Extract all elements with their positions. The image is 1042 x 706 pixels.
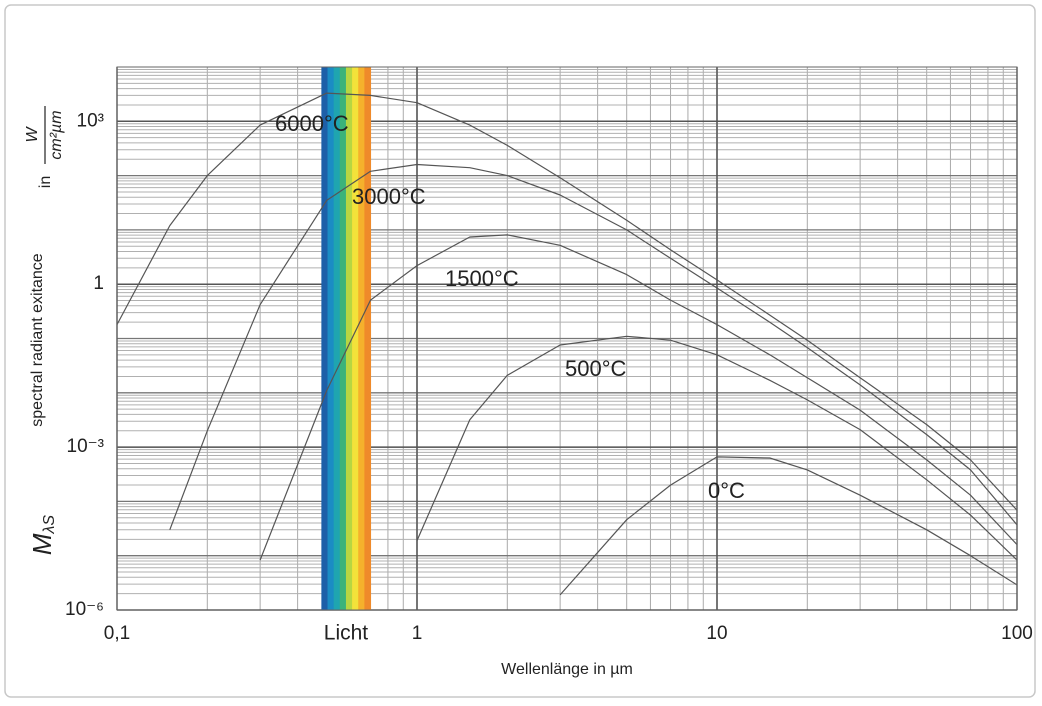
y-tick-label: 1 [93,273,104,294]
curve-label: 1500°C [445,266,519,291]
visible-band [321,67,372,610]
band-stripe [358,67,365,610]
y-axis-label: spectral radiant exitance [29,253,46,427]
band-label: Licht [324,622,369,645]
curve [559,456,1017,596]
y-unit-prefix: in [37,176,54,188]
y-unit-numerator: W [24,126,41,143]
y-unit-denominator: cm²µm [48,110,65,159]
band-stripe [352,67,359,610]
x-tick-label: 0,1 [104,623,130,644]
x-tick-label: 100 [1001,623,1033,644]
curve [259,234,1017,561]
labels: 0,1 1 10 100 10⁻⁶ 10⁻³ 1 10³ Licht 6000°C 3000°C 15… [65,110,1033,644]
curve-label: 0°C [708,478,745,503]
curve [416,335,1017,561]
y-tick-label: 10⁻⁶ [65,599,104,620]
band-stripe [339,67,347,610]
curve [169,163,1017,531]
band-stripe [321,67,329,610]
y-symbol-sub: λS [41,515,58,535]
band-stripe [364,67,372,610]
x-tick-label: 10 [706,623,727,644]
x-axis-label: Wellenlänge in µm [501,661,633,678]
band-stripe [333,67,341,610]
x-tick-label: 1 [412,623,423,644]
grid [116,67,1018,611]
band-stripe [327,67,335,610]
band-stripe [345,67,353,610]
curve-label: 3000°C [352,184,426,209]
plot-border [116,66,1018,611]
y-tick-label: 10³ [77,110,104,131]
y-symbol-main: M [27,533,57,555]
curve-label: 6000°C [275,111,349,136]
y-unit: in W cm²µm [24,106,65,188]
curve [117,92,1017,511]
y-symbol: MλS [27,515,58,556]
curve-label: 500°C [565,356,627,381]
curves [117,92,1017,596]
y-tick-label: 10⁻³ [67,436,105,457]
